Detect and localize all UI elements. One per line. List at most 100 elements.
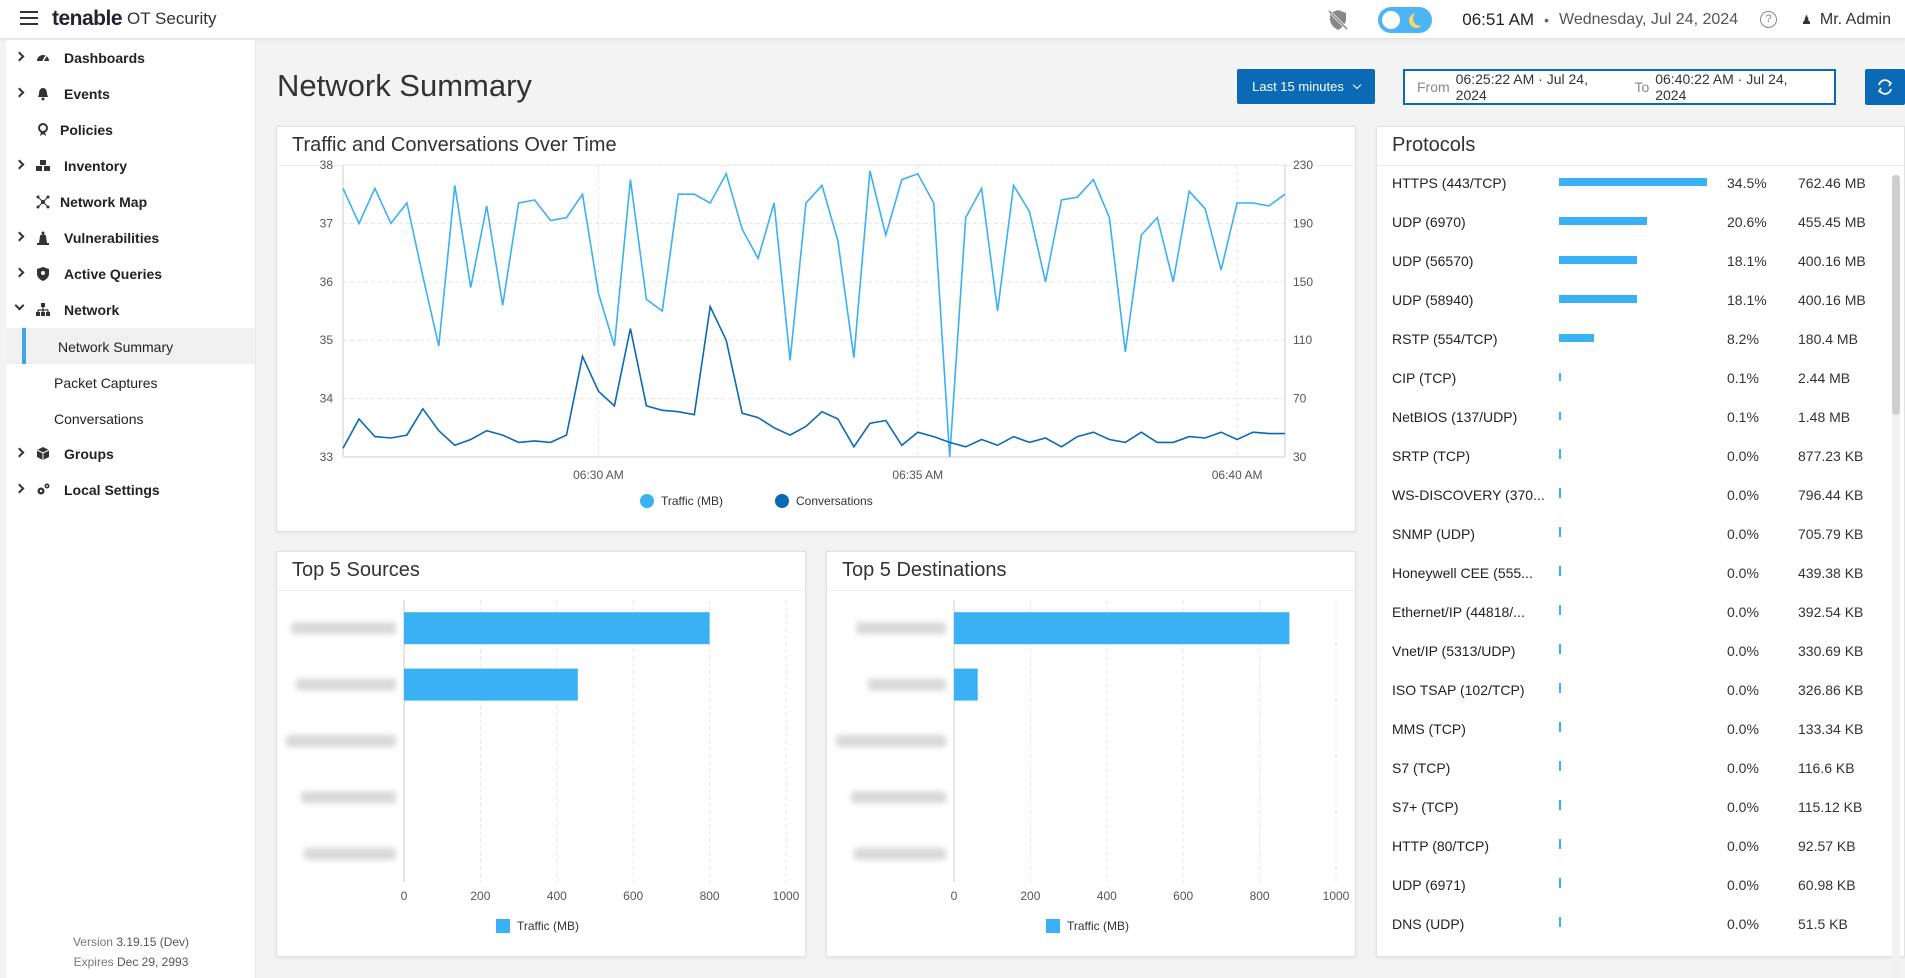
protocol-percent: 0.0% bbox=[1727, 799, 1759, 815]
logo-brand: tenable bbox=[52, 7, 123, 30]
protocol-share-bar bbox=[1559, 644, 1561, 654]
protocol-percent: 0.0% bbox=[1727, 487, 1759, 503]
protocol-row[interactable]: NetBIOS (137/UDP) 0.1% 1.48 MB bbox=[1377, 401, 1904, 431]
protocol-share-bar bbox=[1559, 527, 1561, 537]
protocol-row[interactable]: HTTP (80/TCP) 0.0% 92.57 KB bbox=[1377, 830, 1904, 860]
bar bbox=[404, 668, 578, 701]
sidebar-item-label: Policies bbox=[60, 122, 113, 138]
time-range-dropdown[interactable]: Last 15 minutes bbox=[1237, 69, 1375, 104]
redacted-label bbox=[868, 678, 946, 691]
box-icon bbox=[36, 447, 50, 460]
protocol-row[interactable]: SRTP (TCP) 0.0% 877.23 KB bbox=[1377, 440, 1904, 470]
network-map-icon bbox=[36, 195, 50, 209]
protocol-percent: 0.0% bbox=[1727, 877, 1759, 893]
sidebar-item-inventory[interactable]: Inventory bbox=[6, 148, 255, 184]
protocol-size: 92.57 KB bbox=[1798, 838, 1856, 854]
bar bbox=[404, 612, 710, 645]
protocol-row[interactable]: HTTPS (443/TCP) 34.5% 762.46 MB bbox=[1377, 167, 1904, 197]
protocol-size: 796.44 KB bbox=[1798, 487, 1864, 503]
protocol-row[interactable]: UDP (56570) 18.1% 400.16 MB bbox=[1377, 245, 1904, 275]
sidebar-item-vulnerabilities[interactable]: Vulnerabilities bbox=[6, 220, 255, 256]
sidebar-item-network-map[interactable]: Network Map bbox=[6, 184, 255, 220]
protocol-row[interactable]: Vnet/IP (5313/UDP) 0.0% 330.69 KB bbox=[1377, 635, 1904, 665]
shield-off-icon[interactable] bbox=[1326, 8, 1350, 32]
redacted-label bbox=[856, 622, 946, 635]
protocol-size: 877.23 KB bbox=[1798, 448, 1864, 464]
logo[interactable]: tenable OT Security bbox=[52, 5, 216, 33]
protocol-row[interactable]: WS-DISCOVERY (370... 0.0% 796.44 KB bbox=[1377, 479, 1904, 509]
protocol-size: 2.44 MB bbox=[1798, 370, 1851, 386]
page-title: Network Summary bbox=[277, 68, 532, 103]
x-tick-label: 400 bbox=[547, 889, 567, 903]
sidebar-item-conversations[interactable]: Conversations bbox=[6, 400, 255, 436]
sidebar: Dashboards Events Policies Inventory Net… bbox=[6, 40, 256, 978]
series-line-traffic bbox=[342, 170, 1286, 458]
date-range-picker[interactable]: From 06:25:22 AM · Jul 24, 2024 To 06:40… bbox=[1403, 69, 1836, 105]
protocol-share-bar bbox=[1559, 683, 1561, 693]
protocol-row[interactable]: UDP (58940) 18.1% 400.16 MB bbox=[1377, 284, 1904, 314]
sidebar-item-label: Inventory bbox=[64, 158, 128, 174]
protocol-row[interactable]: SNMP (UDP) 0.0% 705.79 KB bbox=[1377, 518, 1904, 548]
expires-date: Dec 29, 2993 bbox=[116, 955, 189, 969]
x-tick-label: 800 bbox=[1250, 889, 1270, 903]
y-right-tick-label: 70 bbox=[1293, 392, 1307, 406]
protocol-percent: 0.0% bbox=[1727, 760, 1759, 776]
protocol-row[interactable]: UDP (6971) 0.0% 60.98 KB bbox=[1377, 869, 1904, 899]
current-time: 06:51 AM bbox=[1462, 9, 1535, 29]
chevron-right-icon bbox=[14, 447, 25, 458]
sidebar-item-packet-captures[interactable]: Packet Captures bbox=[6, 364, 255, 400]
protocol-name: RSTP (554/TCP) bbox=[1392, 331, 1498, 347]
protocol-row[interactable]: MMS (TCP) 0.0% 133.34 KB bbox=[1377, 713, 1904, 743]
sidebar-item-active-queries[interactable]: Active Queries bbox=[6, 256, 255, 292]
menu-icon[interactable] bbox=[20, 11, 38, 25]
scrollbar[interactable] bbox=[1892, 175, 1900, 978]
protocol-share-bar bbox=[1559, 839, 1561, 849]
protocol-share-bar bbox=[1559, 334, 1595, 342]
sidebar-item-events[interactable]: Events bbox=[6, 76, 255, 112]
sidebar-item-label: Dashboards bbox=[64, 50, 145, 66]
protocol-row[interactable]: CIP (TCP) 0.1% 2.44 MB bbox=[1377, 362, 1904, 392]
protocol-row[interactable]: DNS (UDP) 0.0% 51.5 KB bbox=[1377, 908, 1904, 938]
theme-toggle[interactable] bbox=[1378, 6, 1433, 33]
sidebar-item-dashboards[interactable]: Dashboards bbox=[6, 40, 255, 76]
protocol-percent: 0.0% bbox=[1727, 643, 1759, 659]
protocol-row[interactable]: Honeywell CEE (555... 0.0% 439.38 KB bbox=[1377, 557, 1904, 587]
refresh-button[interactable] bbox=[1865, 69, 1905, 105]
sidebar-item-local-settings[interactable]: Local Settings bbox=[6, 472, 255, 508]
x-tick-label: 400 bbox=[1097, 889, 1117, 903]
expires-label: Expires bbox=[73, 955, 114, 969]
protocol-name: S7 (TCP) bbox=[1392, 760, 1451, 776]
x-tick-label: 600 bbox=[623, 889, 643, 903]
current-date: Wednesday, Jul 24, 2024 bbox=[1559, 10, 1739, 28]
protocol-percent: 0.0% bbox=[1727, 721, 1759, 737]
protocol-percent: 0.0% bbox=[1727, 682, 1759, 698]
to-label: To bbox=[1634, 79, 1650, 95]
to-value: 06:40:22 AM · Jul 24, 2024 bbox=[1655, 71, 1788, 103]
protocol-share-bar bbox=[1559, 722, 1561, 732]
chevron-right-icon bbox=[14, 267, 25, 278]
legend-label: Traffic (MB) bbox=[517, 919, 579, 933]
bar bbox=[954, 612, 1290, 645]
user-icon[interactable]: ♟ bbox=[1801, 12, 1812, 27]
bell-icon bbox=[38, 88, 48, 101]
help-icon[interactable]: ? bbox=[1760, 11, 1778, 28]
user-name[interactable]: Mr. Admin bbox=[1819, 10, 1891, 28]
sidebar-item-groups[interactable]: Groups bbox=[6, 436, 255, 472]
protocol-row[interactable]: ISO TSAP (102/TCP) 0.0% 326.86 KB bbox=[1377, 674, 1904, 704]
sidebar-item-network[interactable]: Network bbox=[6, 292, 255, 328]
protocol-row[interactable]: S7+ (TCP) 0.0% 115.12 KB bbox=[1377, 791, 1904, 821]
sidebar-item-policies[interactable]: Policies bbox=[6, 112, 255, 148]
protocol-row[interactable]: S7 (TCP) 0.0% 116.6 KB bbox=[1377, 752, 1904, 782]
legend-marker bbox=[775, 494, 789, 508]
network-icon bbox=[36, 303, 50, 316]
protocol-row[interactable]: RSTP (554/TCP) 8.2% 180.4 MB bbox=[1377, 323, 1904, 353]
protocol-percent: 18.1% bbox=[1727, 292, 1767, 308]
x-tick-label: 0 bbox=[951, 889, 958, 903]
protocol-row[interactable]: UDP (6970) 20.6% 455.45 MB bbox=[1377, 206, 1904, 236]
scrollbar-thumb[interactable] bbox=[1892, 175, 1900, 415]
y-left-tick-label: 36 bbox=[320, 275, 334, 289]
y-left-tick-label: 34 bbox=[320, 392, 334, 406]
protocol-row[interactable]: Ethernet/IP (44818/... 0.0% 392.54 KB bbox=[1377, 596, 1904, 626]
sidebar-item-network-summary[interactable]: Network Summary bbox=[6, 328, 255, 364]
x-tick-label: 06:40 AM bbox=[1212, 468, 1263, 482]
